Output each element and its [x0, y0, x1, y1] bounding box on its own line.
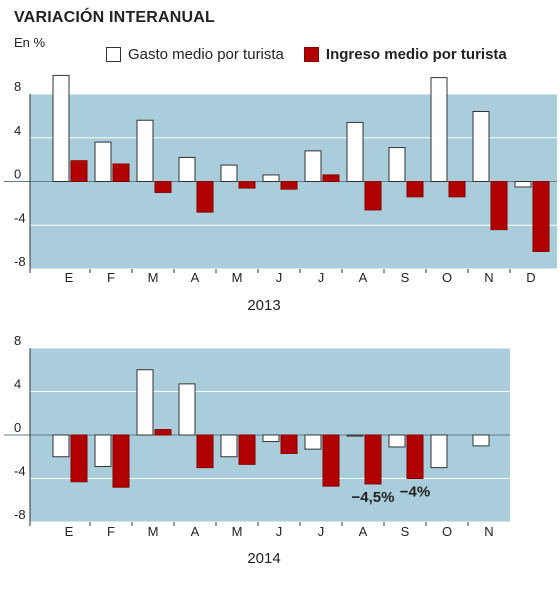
year-label: 2013: [247, 297, 280, 314]
bar-ingreso: [490, 181, 508, 231]
x-tick-label: J: [318, 270, 325, 285]
bar-gasto: [220, 164, 238, 182]
y-tick-label: 0: [14, 167, 21, 182]
bar-ingreso: [280, 181, 298, 190]
bar-gasto: [304, 150, 322, 182]
bar-gasto: [472, 434, 490, 447]
y-tick-label: 8: [14, 333, 21, 348]
bar-gasto: [178, 156, 196, 182]
bar-ingreso: [364, 434, 382, 485]
bar-gasto: [136, 369, 154, 436]
bar-ingreso: [70, 434, 88, 483]
bar-gasto: [304, 434, 322, 450]
bar-ingreso: [532, 181, 550, 252]
bar-gasto: [388, 434, 406, 448]
x-tick-label: S: [401, 270, 410, 285]
x-tick-label: E: [65, 524, 74, 539]
chart-title: VARIACIÓN INTERANUAL: [14, 9, 216, 26]
bar-gasto: [346, 434, 364, 437]
bar-gasto: [472, 111, 490, 182]
y-unit-label: En %: [14, 35, 46, 50]
x-tick-label: A: [191, 524, 200, 539]
x-tick-label: A: [191, 270, 200, 285]
year-label: 2014: [247, 550, 280, 567]
bar-ingreso: [112, 434, 130, 488]
x-tick-label: F: [107, 524, 115, 539]
x-tick-label: A: [359, 524, 368, 539]
legend-item-ingreso: Ingreso medio por turista: [303, 45, 507, 63]
legend-swatch-ingreso: [303, 46, 319, 62]
x-tick-label: O: [442, 270, 452, 285]
x-tick-label: M: [232, 270, 243, 285]
x-tick-label: O: [442, 524, 452, 539]
y-tick-label: 8: [14, 79, 21, 94]
bar-gasto: [262, 174, 280, 182]
x-tick-label: E: [65, 270, 74, 285]
bar-ingreso: [70, 160, 88, 182]
data-annotation: −4,5%: [352, 489, 395, 506]
bar-gasto: [430, 434, 448, 469]
bar-ingreso: [280, 434, 298, 454]
bar-gasto: [178, 383, 196, 436]
y-tick-label: -8: [14, 507, 26, 522]
bar-ingreso: [154, 181, 172, 193]
x-tick-label: S: [401, 524, 410, 539]
bar-gasto: [52, 74, 70, 182]
x-tick-label: M: [232, 524, 243, 539]
legend-label-ingreso: Ingreso medio por turista: [325, 45, 507, 63]
x-tick-label: D: [526, 270, 535, 285]
bar-ingreso: [196, 181, 214, 213]
bar-ingreso: [364, 181, 382, 211]
bar-ingreso: [406, 181, 424, 198]
x-tick-label: F: [107, 270, 115, 285]
x-tick-label: J: [276, 524, 283, 539]
x-tick-label: N: [484, 524, 493, 539]
y-tick-label: -8: [14, 254, 26, 269]
x-tick-label: J: [276, 270, 283, 285]
bar-gasto: [346, 121, 364, 182]
legend-swatch-gasto: [106, 46, 121, 62]
bar-ingreso: [196, 434, 214, 469]
bar-ingreso: [448, 181, 466, 198]
bar-ingreso: [322, 174, 340, 182]
bar-gasto: [94, 141, 112, 182]
bar-ingreso: [238, 181, 256, 189]
bar-ingreso: [406, 434, 424, 479]
bar-gasto: [430, 77, 448, 182]
x-tick-label: M: [148, 524, 159, 539]
y-tick-label: -4: [14, 464, 26, 479]
bar-ingreso: [322, 434, 340, 487]
bar-ingreso: [154, 429, 172, 436]
y-tick-label: 4: [14, 377, 21, 392]
bar-gasto: [262, 434, 280, 443]
bar-gasto: [388, 147, 406, 182]
bar-gasto: [52, 434, 70, 458]
y-tick-label: -4: [14, 210, 26, 225]
bar-gasto: [220, 434, 238, 458]
x-tick-label: A: [359, 270, 368, 285]
x-tick-label: J: [318, 524, 325, 539]
bar-gasto: [136, 119, 154, 182]
bar-gasto: [514, 181, 532, 188]
y-tick-label: 4: [14, 123, 21, 138]
legend-label-gasto: Gasto medio por turista: [128, 45, 284, 63]
bar-gasto: [94, 434, 112, 468]
data-annotation: −4%: [400, 484, 430, 501]
y-tick-label: 0: [14, 420, 21, 435]
x-tick-label: N: [484, 270, 493, 285]
bar-ingreso: [112, 163, 130, 182]
x-tick-label: M: [148, 270, 159, 285]
legend: Gasto medio por turista Ingreso medio po…: [106, 44, 527, 64]
bar-ingreso: [238, 434, 256, 465]
legend-item-gasto: Gasto medio por turista: [106, 46, 284, 63]
